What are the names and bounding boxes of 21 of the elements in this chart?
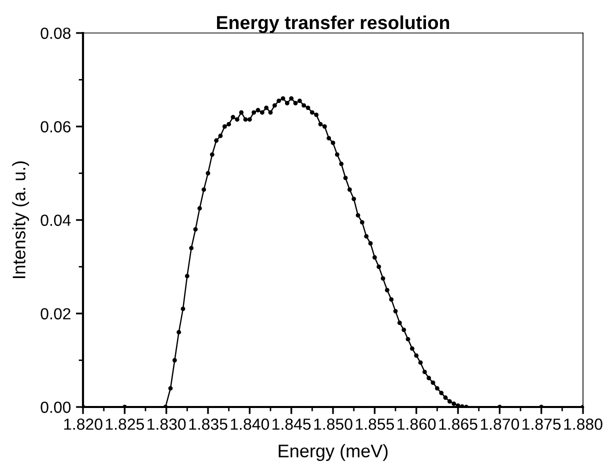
x-tick-label: 1.840 [230, 418, 270, 430]
x-tick-label: 1.880 [564, 418, 602, 430]
x-tick-label: 1.855 [356, 418, 394, 430]
x-tick-label: 1.845 [272, 418, 311, 430]
y-tick-label: 0.06 [40, 121, 70, 132]
x-tick-label: 1.850 [314, 418, 352, 430]
x-axis-title: Energy (meV) [278, 444, 388, 461]
x-tick-label: 1.835 [189, 418, 228, 430]
y-tick-label: 0.02 [40, 308, 70, 320]
y-tick-label: 0.00 [40, 402, 71, 413]
y-axis-title: Intensity (a. u.) [12, 161, 29, 278]
x-tick-label: 1.860 [398, 418, 436, 430]
x-tick-label: 1.820 [64, 418, 102, 430]
x-tick-label: 1.865 [439, 418, 478, 430]
chart-title: Energy transfer resolution [217, 15, 450, 33]
x-tick-label: 1.875 [522, 418, 561, 430]
x-tick-label: 1.830 [148, 418, 186, 430]
y-tick-label: 0.08 [40, 28, 71, 39]
x-tick-label: 1.825 [106, 418, 144, 430]
x-tick-label: 1.870 [480, 418, 520, 430]
y-tick-label: 0.04 [40, 214, 71, 226]
